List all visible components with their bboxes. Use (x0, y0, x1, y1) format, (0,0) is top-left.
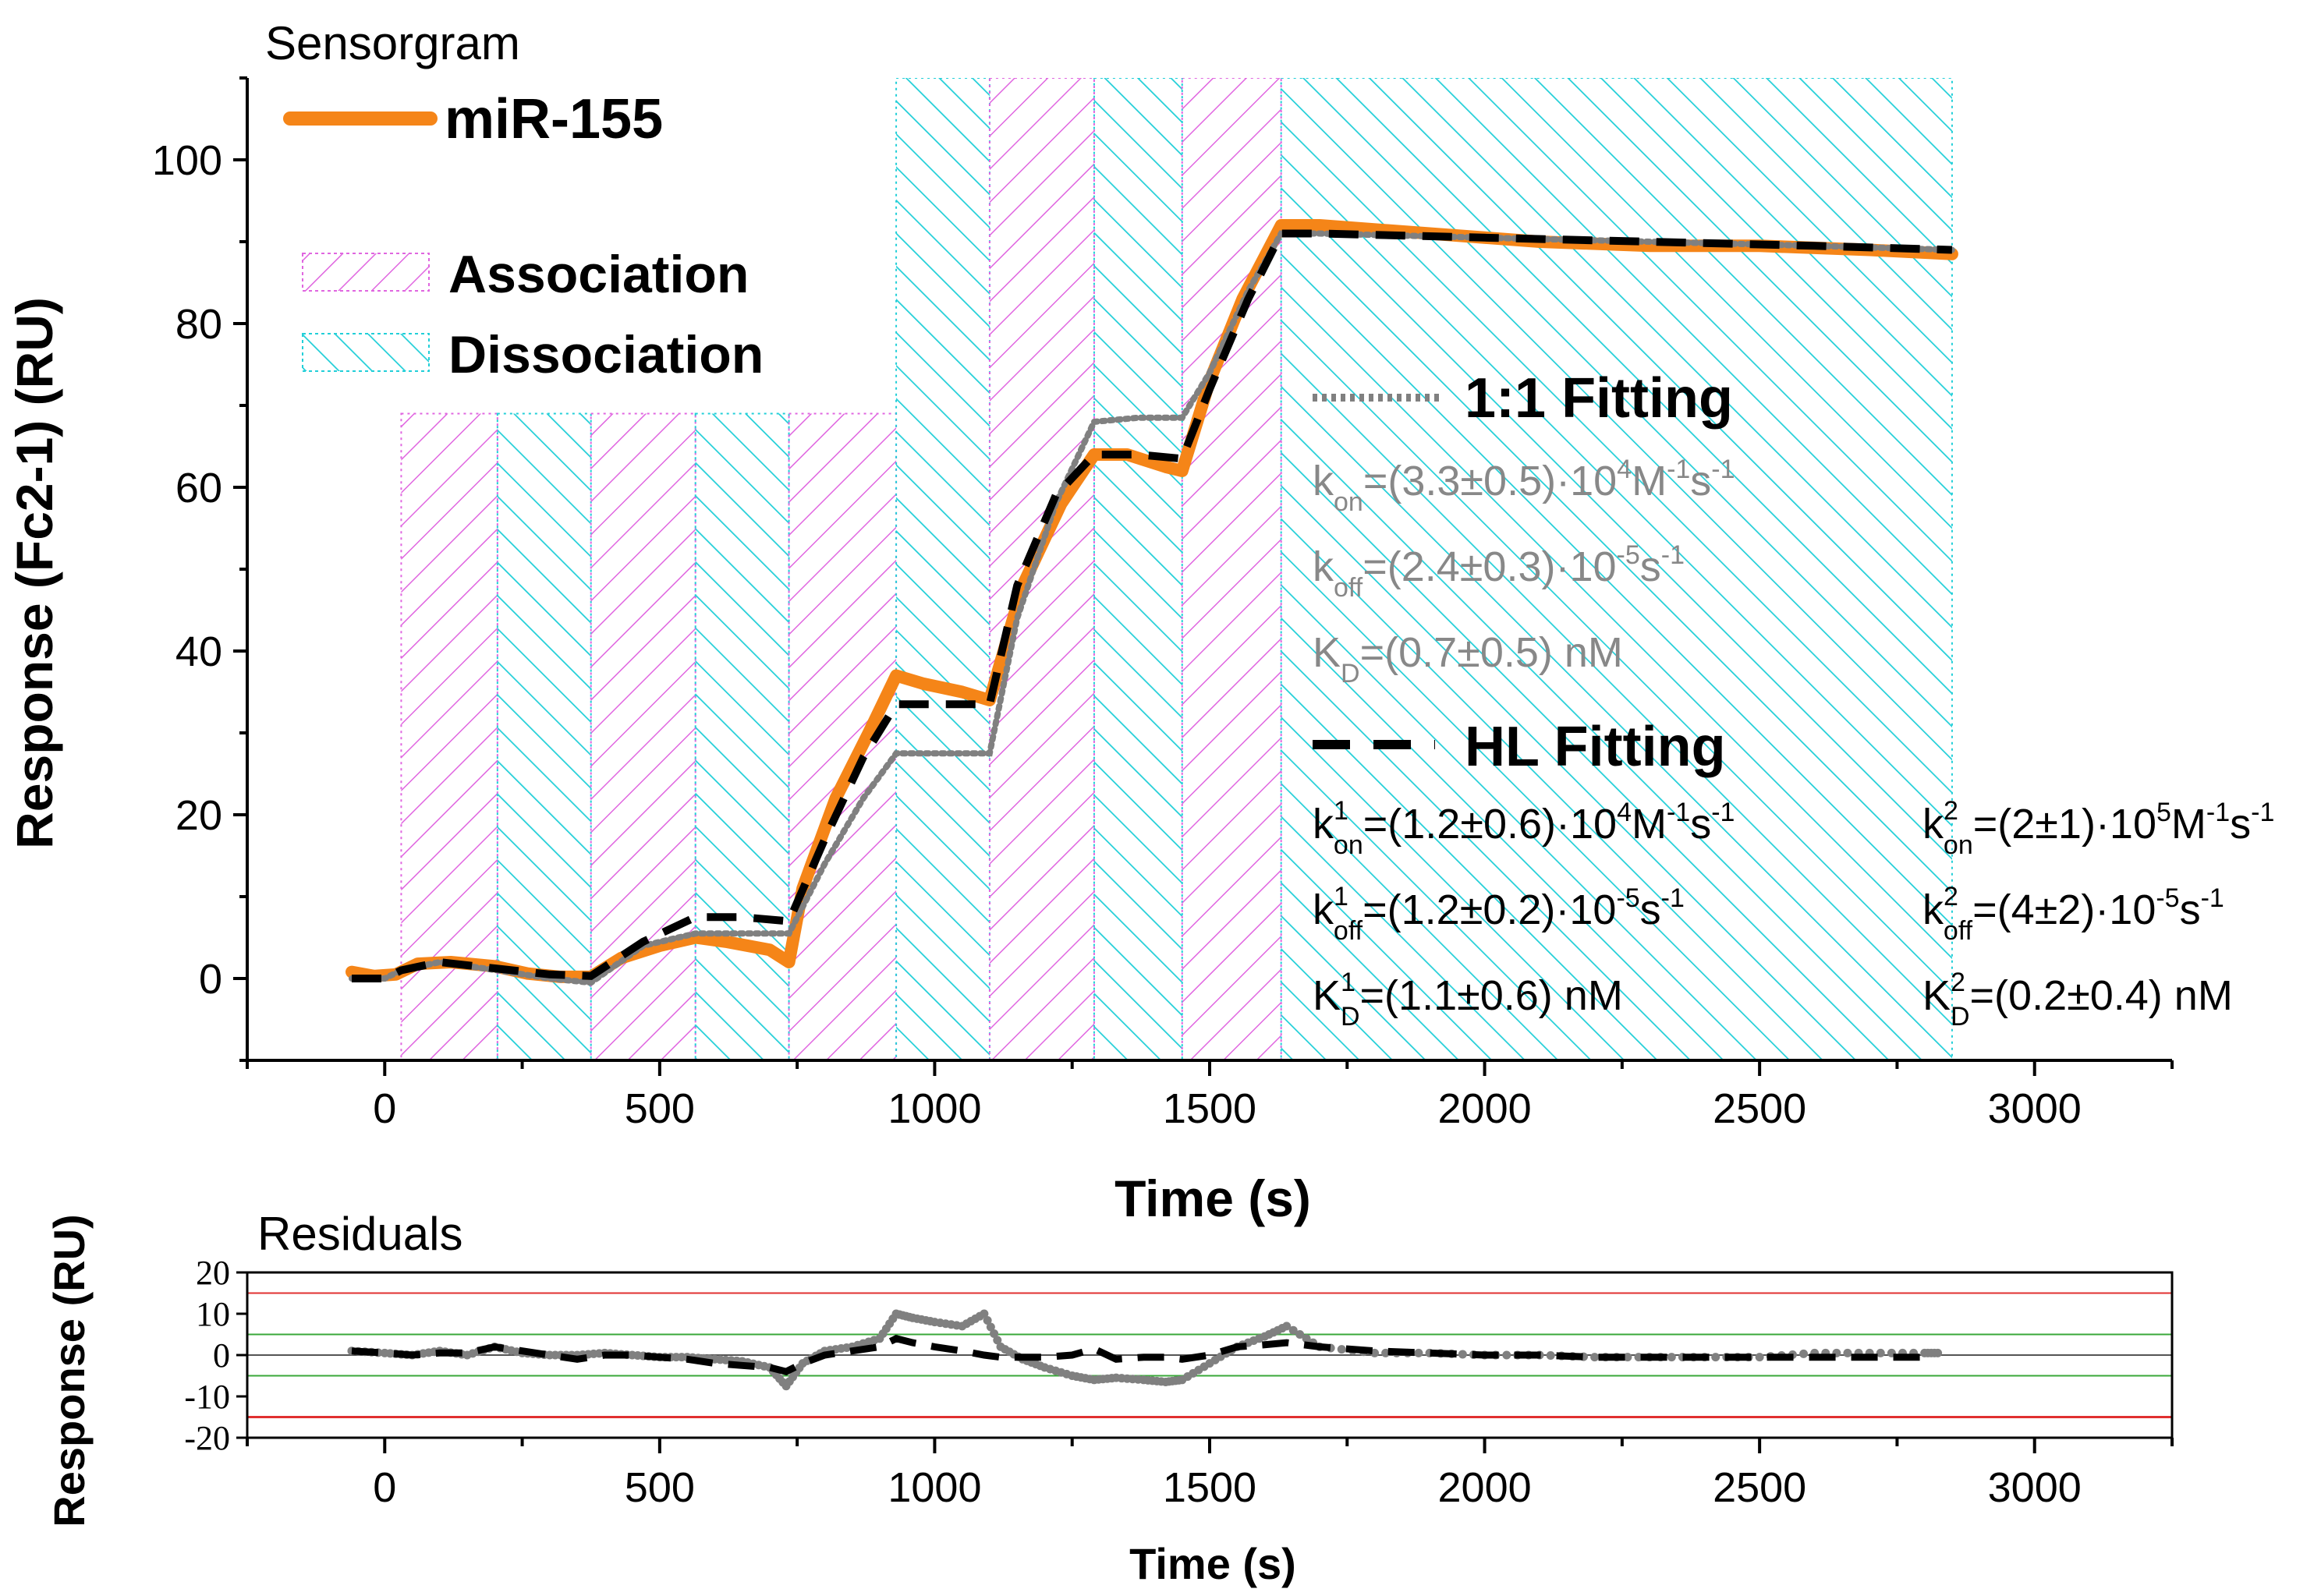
residual-x-tick-label: 1500 (1163, 1464, 1256, 1511)
residual-y-axis-title: Response (RU) (44, 1214, 94, 1527)
residual-x-axis-title: Time (s) (1129, 1539, 1296, 1588)
main-y-tick-label: 0 (199, 956, 222, 1003)
hl-site2-param-2: k2 off=(4±2)·10-5s-1 (1922, 882, 2224, 946)
residual-point-fit-1to1 (1933, 1348, 1943, 1357)
legend-mir155: miR-155 (283, 88, 663, 150)
main-x-tick-label: 1000 (888, 1085, 981, 1132)
residual-point-fit-1to1 (1843, 1348, 1852, 1357)
sensorgram-title: Sensorgram (265, 17, 520, 69)
main-x-tick-label: 2500 (1713, 1085, 1806, 1132)
fit-1to1-parameters: kon=(3.3±0.5)·104M-1s-1 koff=(2.4±0.3)·10… (1313, 455, 1735, 688)
residual-point-fit-1to1 (1799, 1349, 1809, 1358)
legend-label-dissociation: Dissociation (448, 325, 764, 384)
residual-reference-lines (247, 1292, 2172, 1418)
legend-label-association: Association (448, 245, 749, 304)
residual-x-tick-label: 0 (373, 1464, 396, 1511)
main-x-tick-label: 500 (625, 1085, 695, 1132)
fit-1to1-param-1: kon=(3.3±0.5)·104M-1s-1 (1313, 455, 1735, 517)
residual-series (347, 1309, 1943, 1391)
residual-point-fit-1to1 (1546, 1351, 1555, 1361)
main-x-tick-label: 2000 (1438, 1085, 1532, 1132)
main-y-tick-label: 40 (175, 628, 222, 675)
legend-fit-hl: HL Fitting (1313, 716, 1726, 778)
hl-site1-param-2: k1 off=(1.2±0.2)·10-5s-1 (1313, 882, 1685, 946)
residual-x-tick-label: 500 (625, 1464, 695, 1511)
hl-site2-param-1: k2 on=(2±1)·105M-1s-1 (1922, 796, 2274, 860)
fit-1to1-param-2: koff=(2.4±0.3)·10-5s-1 (1313, 540, 1685, 603)
main-y-axis-title: Response (Fc2-1) (RU) (5, 297, 63, 849)
residual-point-fit-1to1 (1876, 1348, 1885, 1357)
hl-fit-parameters-site-1: k1 on=(1.2±0.6)·104M-1s-1 k1 off=(1.2±0.2)·… (1313, 796, 1735, 1032)
legend-label-fit-1to1: 1:1 Fitting (1465, 367, 1733, 430)
hl-site2-param-3: K2 D=(0.2±0.4) nM (1922, 968, 2233, 1032)
fit-1to1-param-3: KD=(0.7±0.5) nM (1313, 629, 1623, 688)
residual-y-tick-label: 0 (213, 1336, 230, 1375)
main-x-axis-title: Time (s) (1114, 1170, 1311, 1227)
main-x-tick-label: 3000 (1988, 1085, 2082, 1132)
residual-y-tick-label: -10 (184, 1378, 230, 1416)
residual-y-tick-label: -20 (184, 1419, 230, 1457)
hl-site1-param-3: K1 D=(1.1±0.6) nM (1313, 968, 1623, 1032)
residual-point-fit-1to1 (1381, 1348, 1391, 1357)
legend-label-mir155: miR-155 (445, 88, 663, 150)
residual-point-fit-1to1 (1370, 1348, 1380, 1357)
residual-point-fit-1to1 (993, 1336, 1002, 1345)
residual-point-fit-1to1 (1590, 1353, 1600, 1362)
dissociation-region-7 (1093, 78, 1183, 1060)
association-region-6 (988, 78, 1095, 1060)
main-y-tick-label: 20 (175, 792, 222, 839)
residual-x-tick-label: 3000 (1988, 1464, 2082, 1511)
main-y-tick-label: 100 (152, 137, 222, 184)
residual-point-fit-1to1 (990, 1329, 999, 1338)
main-x-tick-label: 0 (373, 1085, 396, 1132)
main-x-tick-label: 1500 (1163, 1085, 1256, 1132)
series-line-fit-hl (352, 229, 1953, 982)
dissociation-region-3 (694, 412, 790, 1060)
residual-y-tick-label: 20 (196, 1254, 230, 1292)
association-region-8 (1181, 78, 1282, 1060)
residual-y-tick-label: 10 (196, 1295, 230, 1333)
residual-point-fit-1to1 (1295, 1330, 1305, 1339)
residual-point-fit-1to1 (1711, 1353, 1720, 1362)
legend-swatch-association (302, 253, 430, 292)
shaded-regions (400, 78, 1953, 1060)
residual-point-fit-1to1 (980, 1309, 989, 1318)
residual-point-fit-1to1 (1288, 1325, 1298, 1335)
legend-label-fit-hl: HL Fitting (1465, 716, 1726, 778)
dissociation-region-5 (895, 78, 990, 1060)
main-y-tick-label: 80 (175, 301, 222, 348)
residual-point-fit-1to1 (1667, 1353, 1676, 1362)
residual-point-fit-1to1 (1458, 1350, 1467, 1359)
legend-dissociation: Dissociation (302, 325, 764, 384)
residuals-title: Residuals (257, 1208, 462, 1260)
residual-x-tick-label: 2000 (1438, 1464, 1532, 1511)
residual-point-fit-1to1 (1414, 1348, 1423, 1357)
residual-x-tick-label: 1000 (888, 1464, 981, 1511)
residual-point-fit-1to1 (1302, 1334, 1311, 1343)
hl-fit-parameters-site-2: k2 on=(2±1)·105M-1s-1 k2 off=(4±2)·10-5s-1 K… (1922, 796, 2274, 1032)
main-y-tick-label: 60 (175, 465, 222, 511)
residual-x-tick-label: 2500 (1713, 1464, 1806, 1511)
dissociation-region-1 (496, 412, 592, 1060)
residual-point-fit-1to1 (983, 1315, 992, 1325)
residual-point-fit-1to1 (1623, 1353, 1632, 1362)
residual-point-fit-1to1 (1755, 1353, 1764, 1362)
legend-swatch-dissociation (302, 333, 430, 372)
data-series (346, 219, 1958, 986)
residual-point-fit-1to1 (1282, 1322, 1292, 1331)
hl-site1-param-1: k1 on=(1.2±0.6)·104M-1s-1 (1313, 796, 1735, 860)
residual-point-fit-1to1 (1337, 1345, 1346, 1354)
residual-point-fit-1to1 (1502, 1350, 1511, 1360)
legend-fit-1to1: 1:1 Fitting (1313, 367, 1733, 430)
residual-point-fit-1to1 (986, 1322, 995, 1332)
legend-association: Association (302, 245, 749, 304)
residual-line-fit-hl (351, 1335, 1925, 1375)
